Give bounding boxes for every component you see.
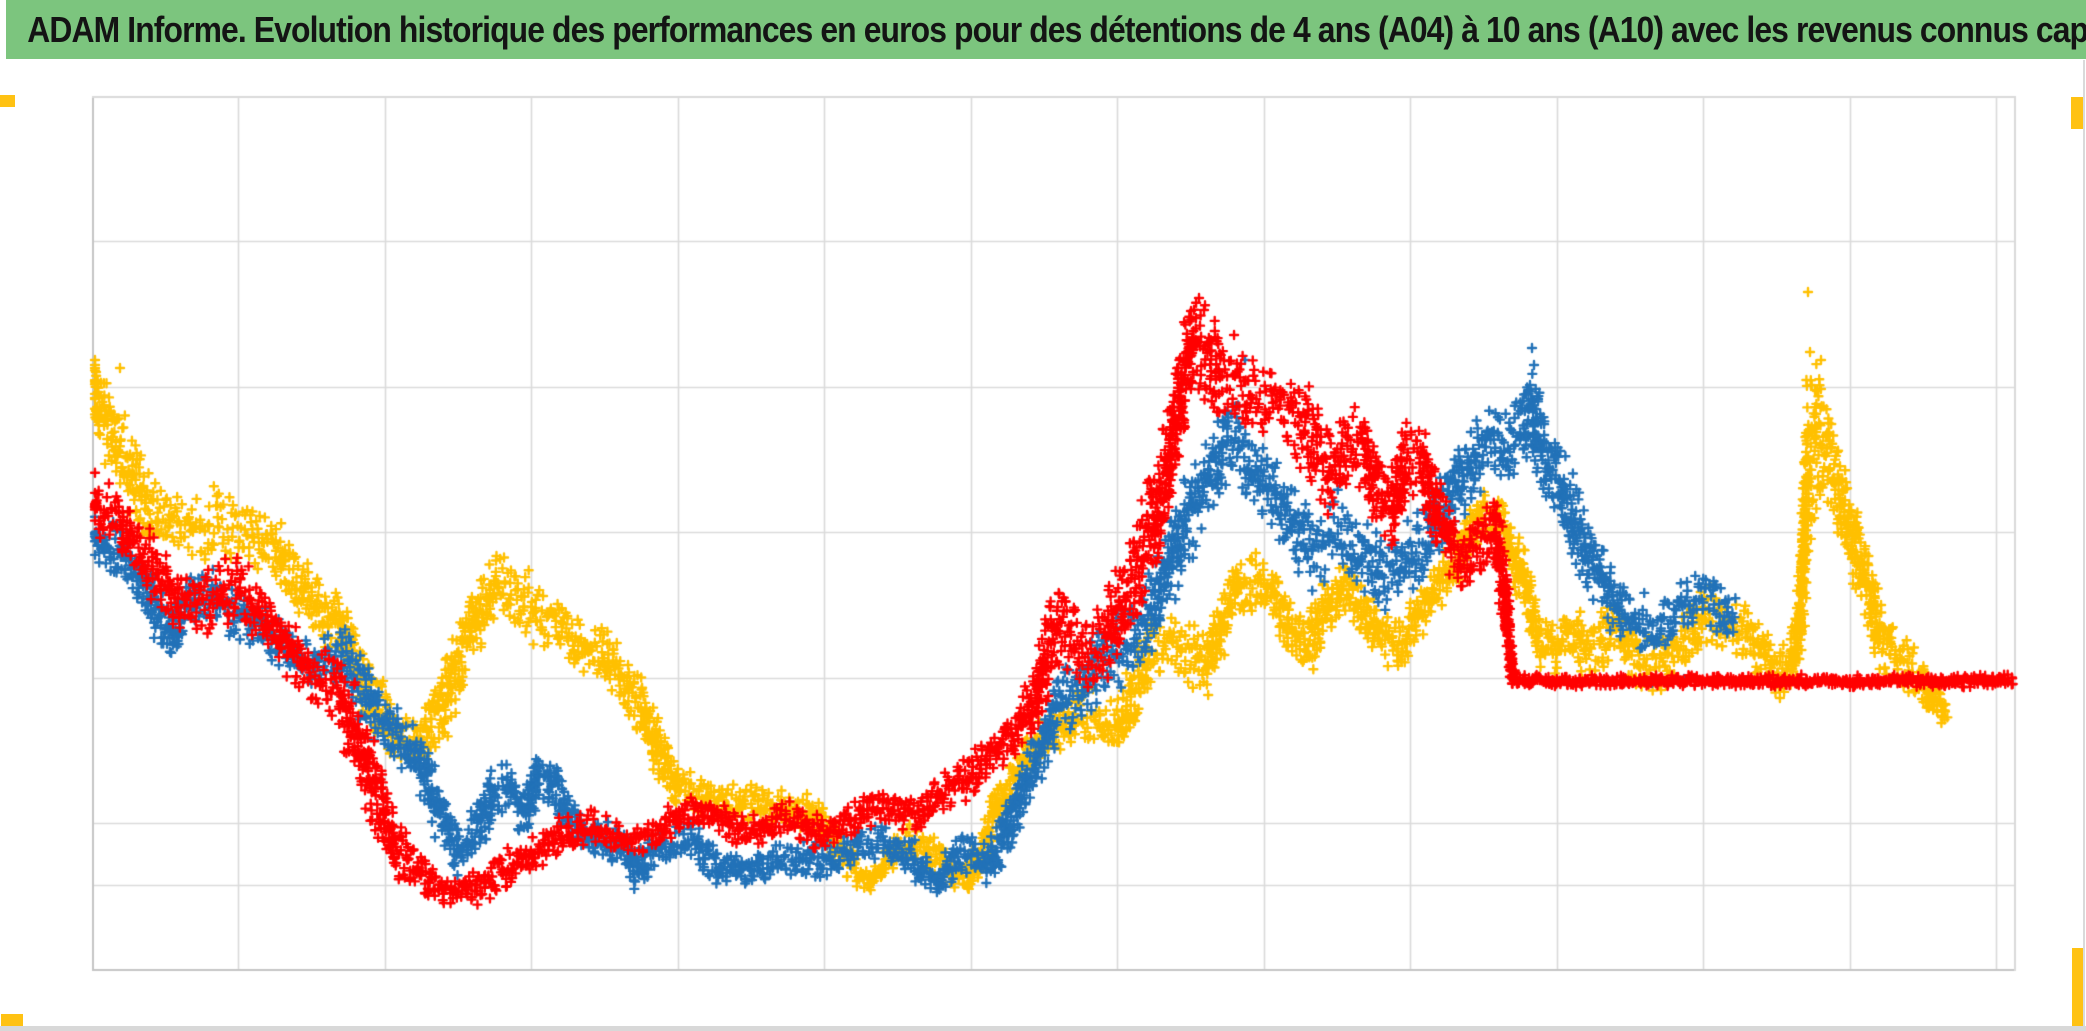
yellow-corner-mark-left [0, 95, 15, 107]
yellow-corner-mark-bottom-right [2072, 948, 2085, 1026]
yellow-corner-mark-top-right [2071, 97, 2085, 129]
page-edge-line [2083, 60, 2085, 1026]
bottom-edge-strip [0, 1026, 2086, 1031]
